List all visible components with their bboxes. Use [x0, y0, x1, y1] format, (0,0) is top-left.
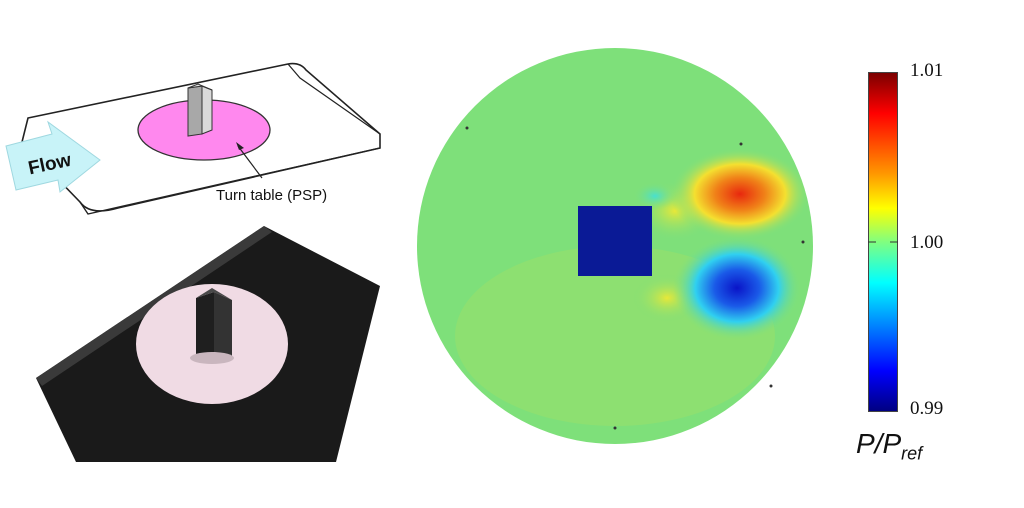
cyan-region: [633, 182, 677, 210]
colorbar-title-main: P/P: [856, 428, 902, 459]
colorbar-title-sub: ref: [901, 443, 923, 464]
high-pressure-region: [670, 148, 810, 240]
colorbar-min-label: 0.99: [910, 398, 944, 419]
low-pressure-region: [673, 236, 801, 340]
photo-prism: [196, 288, 232, 358]
colorbar-gradient: [868, 72, 898, 412]
square-prism: [187, 83, 213, 137]
prism-footprint: [578, 206, 652, 276]
flow-arrow: Flow: [5, 120, 101, 193]
turntable-label: Turn table (PSP): [216, 187, 327, 204]
flat-plate-edge: [79, 147, 381, 215]
wind-tunnel-schematic: Turn table (PSP) Flow: [5, 62, 381, 215]
colorbar-title: P/Pref: [856, 428, 922, 465]
colorbar-max-label: 1.01: [910, 60, 944, 81]
colorbar-mid-label: 1.00: [910, 232, 944, 253]
model-photo: [36, 226, 380, 462]
psp-pressure-map: [417, 48, 813, 444]
colorbar: 1.01 1.00 0.99 P/Pref: [840, 56, 1024, 476]
